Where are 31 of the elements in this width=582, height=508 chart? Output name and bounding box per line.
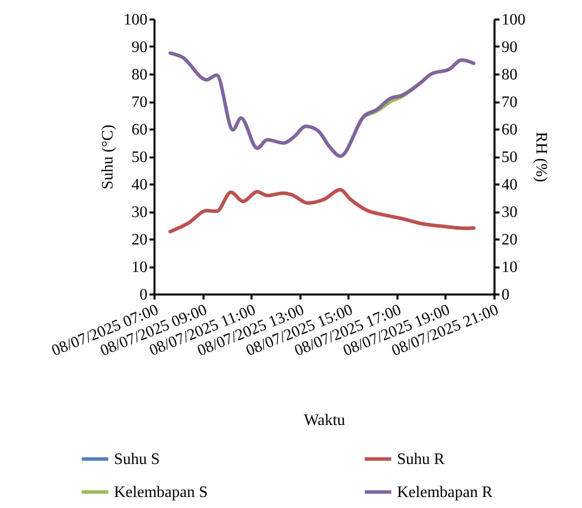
y-tick-label: 0 xyxy=(140,286,148,304)
y-tick-label: 100 xyxy=(124,12,148,28)
y2-tick-label: 10 xyxy=(502,259,518,276)
y2-tick-label: 50 xyxy=(502,149,518,166)
y2-tick-label: 40 xyxy=(502,176,518,194)
y2-tick-label: 80 xyxy=(502,66,518,84)
y-tick-label: 70 xyxy=(132,94,148,111)
y-tick-label: 10 xyxy=(132,259,148,276)
line-series xyxy=(168,188,476,234)
y-axis-title: Suhu (°C) xyxy=(100,124,116,190)
y2-tick-label: 20 xyxy=(502,232,518,248)
y-tick-label: 90 xyxy=(132,39,148,56)
y-tick-label: 50 xyxy=(132,149,148,166)
legend-label: Suhu R xyxy=(397,451,445,468)
y2-axis-title: RH (%) xyxy=(532,132,550,182)
legend-label: Suhu S xyxy=(114,451,160,468)
y-tick-label: 30 xyxy=(132,204,148,221)
legend-label: Kelembapan R xyxy=(397,484,493,501)
y2-tick-label: 60 xyxy=(502,122,518,138)
y-tick-label: 80 xyxy=(132,66,148,84)
y2-tick-label: 0 xyxy=(502,286,510,304)
y2-tick-label: 90 xyxy=(502,39,518,56)
y2-tick-label: 70 xyxy=(502,94,518,111)
y-tick-label: 20 xyxy=(132,232,148,248)
x-axis-title: Waktu xyxy=(304,412,346,429)
line-series xyxy=(168,51,476,158)
y-tick-label: 60 xyxy=(132,122,148,138)
y2-tick-label: 30 xyxy=(502,204,518,221)
legend-label: Kelembapan S xyxy=(114,484,208,501)
y-tick-label: 40 xyxy=(132,176,148,194)
y2-tick-label: 100 xyxy=(502,12,526,28)
